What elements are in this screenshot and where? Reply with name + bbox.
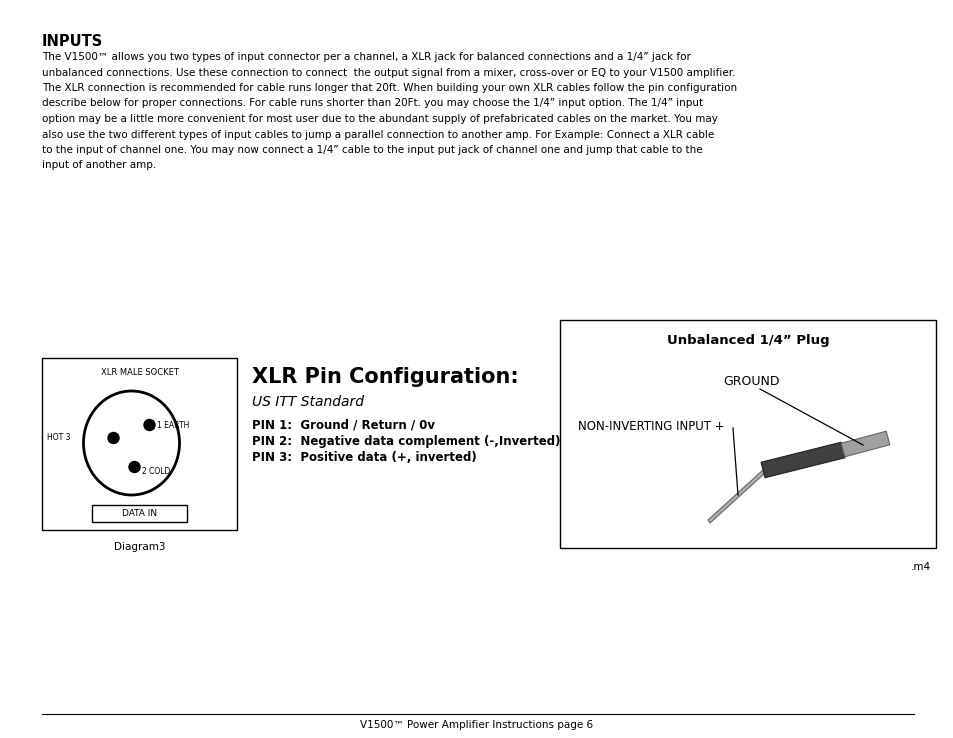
Text: The XLR connection is recommended for cable runs longer that 20ft. When building: The XLR connection is recommended for ca… — [42, 83, 737, 93]
Text: XLR MALE SOCKET: XLR MALE SOCKET — [100, 368, 178, 377]
Bar — [559, 320, 935, 548]
Text: Unbalanced 1/4” Plug: Unbalanced 1/4” Plug — [666, 334, 828, 347]
Bar — [42, 358, 236, 530]
Text: DATA IN: DATA IN — [122, 509, 157, 518]
Text: describe below for proper connections. For cable runs shorter than 20Ft. you may: describe below for proper connections. F… — [42, 98, 702, 108]
Text: GROUND: GROUND — [723, 375, 780, 388]
Text: to the input of channel one. You may now connect a 1/4” cable to the input put j: to the input of channel one. You may now… — [42, 145, 702, 155]
Ellipse shape — [84, 391, 179, 495]
Text: .m4: .m4 — [910, 562, 930, 572]
Polygon shape — [707, 470, 764, 523]
Polygon shape — [760, 442, 844, 477]
Text: The V1500™ allows you two types of input connector per a channel, a XLR jack for: The V1500™ allows you two types of input… — [42, 52, 690, 62]
Text: also use the two different types of input cables to jump a parallel connection t: also use the two different types of inpu… — [42, 129, 714, 139]
Circle shape — [144, 419, 154, 430]
Text: unbalanced connections. Use these connection to connect  the output signal from : unbalanced connections. Use these connec… — [42, 67, 735, 77]
Text: input of another amp.: input of another amp. — [42, 160, 156, 170]
Text: PIN 1:  Ground / Return / 0v: PIN 1: Ground / Return / 0v — [252, 419, 435, 432]
Circle shape — [108, 432, 119, 444]
Text: HOT 3: HOT 3 — [47, 433, 71, 443]
Text: V1500™ Power Amplifier Instructions page 6: V1500™ Power Amplifier Instructions page… — [360, 720, 593, 730]
Text: option may be a little more convenient for most user due to the abundant supply : option may be a little more convenient f… — [42, 114, 717, 124]
Text: XLR Pin Configuration:: XLR Pin Configuration: — [252, 367, 518, 387]
Text: INPUTS: INPUTS — [42, 34, 103, 49]
Circle shape — [129, 461, 140, 472]
Text: PIN 3:  Positive data (+, inverted): PIN 3: Positive data (+, inverted) — [252, 451, 476, 464]
Bar — [91, 505, 187, 522]
Text: 2 COLD: 2 COLD — [142, 466, 171, 475]
Text: 1 EARTH: 1 EARTH — [157, 421, 190, 430]
Polygon shape — [841, 431, 889, 457]
Text: Diagram3: Diagram3 — [113, 542, 165, 552]
Text: PIN 2:  Negative data complement (-,Inverted): PIN 2: Negative data complement (-,Inver… — [252, 435, 560, 448]
Text: US ITT Standard: US ITT Standard — [252, 395, 364, 409]
Text: NON-INVERTING INPUT +: NON-INVERTING INPUT + — [578, 420, 724, 433]
